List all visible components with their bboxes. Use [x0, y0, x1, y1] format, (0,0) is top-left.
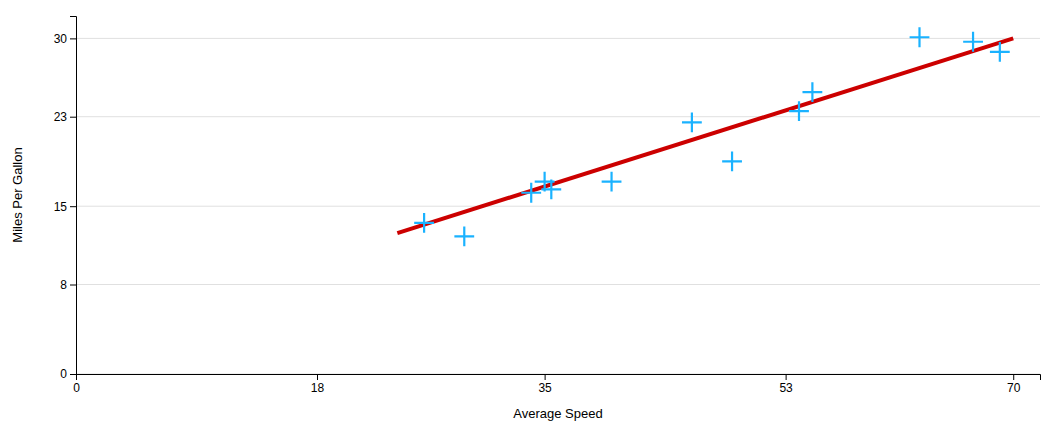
scatter-point — [722, 152, 742, 172]
grid-line — [76, 284, 1040, 285]
y-axis-title: Miles Per Gallon — [10, 147, 25, 242]
y-tick-label: 30 — [54, 32, 68, 46]
x-tick: 35 — [538, 374, 552, 395]
y-tick: 30 — [54, 32, 76, 46]
x-tick-label: 35 — [538, 381, 552, 395]
y-tick: 23 — [54, 110, 76, 124]
y-tick-label: 0 — [60, 367, 67, 381]
x-tick: 70 — [1007, 374, 1021, 395]
y-tick-mark — [70, 38, 76, 39]
y-tick-mark — [70, 285, 76, 286]
scatter-point — [602, 172, 622, 192]
x-tick-mark — [317, 374, 318, 380]
x-tick: 0 — [73, 374, 80, 395]
x-tick-label: 53 — [779, 381, 793, 395]
x-tick-label: 0 — [73, 381, 80, 395]
y-tick-mark — [70, 206, 76, 207]
scatter-point — [910, 27, 930, 47]
scatter-point — [454, 226, 474, 246]
scatter-point — [802, 82, 822, 102]
scatter-point — [521, 183, 541, 203]
x-tick-label: 70 — [1007, 381, 1021, 395]
y-tick: 15 — [54, 200, 76, 214]
marks — [397, 27, 1013, 246]
grid-line — [76, 206, 1040, 207]
x-axis: 0 18 35 53 70 — [73, 374, 1040, 395]
grid — [76, 38, 1040, 374]
scatter-point — [682, 112, 702, 132]
y-tick-mark — [70, 117, 76, 118]
scatter-point — [963, 32, 983, 52]
x-tick: 18 — [311, 374, 325, 395]
y-tick: 0 — [60, 367, 76, 381]
y-tick-label: 8 — [60, 278, 67, 292]
x-tick-mark — [545, 374, 546, 380]
y-tick: 8 — [60, 278, 76, 292]
grid-line — [76, 38, 1040, 39]
y-axis: 0 8 15 23 30 — [54, 17, 77, 382]
scatter-point — [789, 101, 809, 121]
x-tick: 53 — [779, 374, 793, 395]
scatter-point — [541, 180, 561, 200]
y-axis-line — [70, 17, 77, 375]
y-tick-mark — [70, 374, 76, 375]
scatter-point — [414, 213, 434, 233]
x-tick-mark — [786, 374, 787, 380]
y-tick-label: 15 — [54, 200, 68, 214]
x-tick-label: 18 — [311, 381, 325, 395]
x-axis-line — [77, 375, 1041, 381]
x-tick-mark — [1013, 374, 1014, 380]
plot: 0 18 35 53 70 0 8 15 23 30 — [54, 17, 1041, 395]
chart: 0 18 35 53 70 0 8 15 23 30 Average Speed Miles Per … — [0, 0, 1064, 432]
scatter-point — [990, 42, 1010, 62]
x-axis-title: Average Speed — [513, 406, 602, 421]
grid-line — [76, 116, 1040, 117]
trend-line — [397, 38, 1013, 233]
y-tick-label: 23 — [54, 110, 68, 124]
